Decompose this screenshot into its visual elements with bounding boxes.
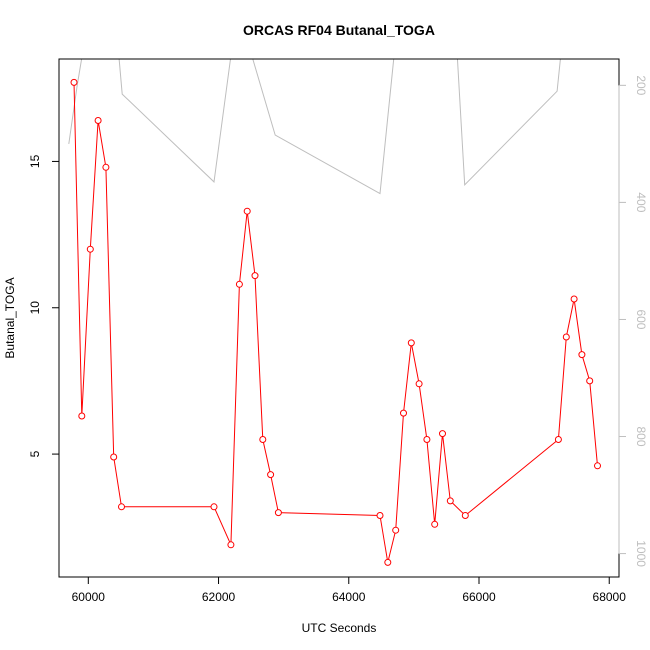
data-point [431,520,439,528]
data-point [110,453,118,461]
y2-tick-label: 800 [634,427,648,447]
data-point [251,272,259,280]
x-tick-label: 64000 [332,590,366,604]
x-tick-label: 68000 [593,590,627,604]
data-point [86,245,94,253]
x-tick-label: 60000 [72,590,106,604]
secondary-series-layer [68,59,561,195]
data-point [267,471,275,479]
y2-tick-label: 200 [634,75,648,95]
data-point [594,462,601,470]
series-line [73,82,598,563]
x-tick-label: 62000 [202,590,236,604]
plot-frame [58,58,620,578]
data-point [210,503,218,511]
data-point [392,526,400,534]
y2-axis: 200 400 600 800 1000 [618,75,648,567]
data-point [259,436,267,443]
data-point [384,558,392,566]
main-series-layer [70,78,601,566]
data-point [227,541,235,549]
x-tick-label: 66000 [462,590,496,604]
data-point [423,436,431,443]
data-point [415,380,423,388]
data-point [118,503,125,511]
data-point [570,295,578,303]
data-point [70,78,78,86]
y-tick-label: 5 [28,450,42,457]
data-point [376,512,384,519]
data-point [407,339,415,347]
y-axis: 5 10 15 [28,154,60,457]
data-point [235,280,243,288]
y2-tick-label: 600 [634,309,648,329]
data-point [400,409,407,417]
y-tick-label: 10 [28,301,42,315]
data-point [439,430,446,438]
data-point [554,436,562,443]
data-point [243,207,251,215]
data-point [274,509,282,517]
y-axis-label: Butanal_TOGA [3,277,17,358]
data-point [578,351,586,359]
data-point [586,377,594,385]
y2-tick-label: 400 [634,192,648,212]
x-axis: 60000 62000 64000 66000 68000 [72,576,627,604]
y-tick-label: 15 [28,154,42,168]
chart-title: ORCAS RF04 Butanal_TOGA [243,22,435,38]
secondary-series-line [68,59,561,195]
data-point [78,412,86,420]
data-point [102,163,110,171]
data-point [461,512,469,519]
data-point [94,117,102,124]
data-point [562,333,570,341]
data-point [446,497,454,505]
x-axis-label: UTC Seconds [302,621,377,635]
y2-tick-label: 1000 [634,540,648,567]
